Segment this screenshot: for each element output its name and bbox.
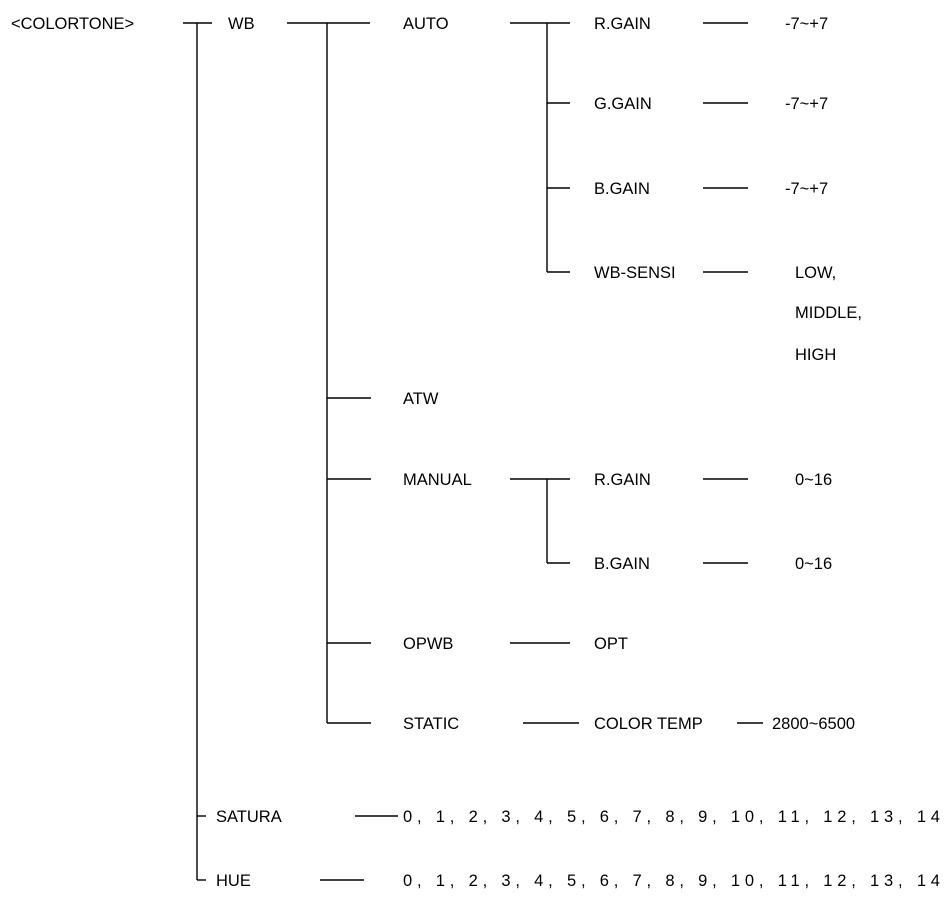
manual-b-gain-label: B.GAIN xyxy=(594,555,650,573)
auto-b-gain-range: -7~+7 xyxy=(785,180,828,198)
auto-g-gain-label: G.GAIN xyxy=(594,95,652,113)
auto-r-gain-range: -7~+7 xyxy=(785,15,828,33)
color-temp-label: COLOR TEMP xyxy=(594,715,703,733)
manual-r-gain-label: R.GAIN xyxy=(594,471,651,489)
wb-sensi-option-middle: MIDDLE, xyxy=(795,304,862,322)
color-temp-range: 2800~6500 xyxy=(772,715,855,733)
wb-sensi-option-low: LOW, xyxy=(795,264,836,282)
wb-label: WB xyxy=(228,15,255,33)
manual-b-gain-range: 0~16 xyxy=(795,555,832,573)
auto-label: AUTO xyxy=(403,15,449,33)
auto-b-gain-label: B.GAIN xyxy=(594,180,650,198)
manual-label: MANUAL xyxy=(403,471,472,489)
root-label: <COLORTONE> xyxy=(11,15,134,33)
wb-sensi-label: WB-SENSI xyxy=(594,264,676,282)
auto-g-gain-range: -7~+7 xyxy=(785,95,828,113)
tree-connectors xyxy=(183,22,763,881)
wb-sensi-option-high: HIGH xyxy=(795,346,836,364)
manual-r-gain-range: 0~16 xyxy=(795,471,832,489)
hue-values: 0, 1, 2, 3, 4, 5, 6, 7, 8, 9, 10, 11, 12… xyxy=(403,872,940,890)
tree-labels: <COLORTONE> WB AUTO R.GAIN -7~+7 G.GAIN … xyxy=(11,15,940,890)
atw-label: ATW xyxy=(403,390,439,408)
static-label: STATIC xyxy=(403,715,459,733)
opwb-label: OPWB xyxy=(403,635,453,653)
auto-r-gain-label: R.GAIN xyxy=(594,15,651,33)
hue-label: HUE xyxy=(216,872,251,890)
opwb-value: OPT xyxy=(594,635,628,653)
satura-values: 0, 1, 2, 3, 4, 5, 6, 7, 8, 9, 10, 11, 12… xyxy=(403,808,940,826)
satura-label: SATURA xyxy=(216,808,282,826)
